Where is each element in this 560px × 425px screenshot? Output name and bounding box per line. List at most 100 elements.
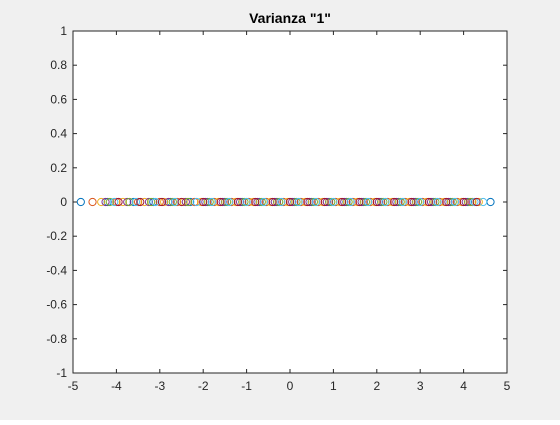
scatter-point [324, 197, 334, 207]
x-tick-label: -5 [68, 379, 79, 393]
scatter-point [457, 197, 466, 207]
axes-background [73, 31, 507, 373]
scatter-point [474, 197, 483, 207]
scatter-point [374, 197, 384, 207]
scatter-point [231, 197, 240, 207]
y-tick-label: -0.2 [46, 229, 67, 243]
scatter-point [225, 197, 234, 207]
scatter-point [327, 197, 336, 207]
scatter-point [433, 197, 442, 207]
scatter-point [472, 197, 481, 207]
scatter-point [214, 197, 223, 207]
scatter-point [448, 197, 457, 207]
scatter-point [266, 197, 275, 207]
x-tick-label: 0 [287, 379, 294, 393]
y-tick-label: 1 [60, 24, 67, 38]
scatter-point [394, 197, 403, 207]
scatter-point [431, 197, 440, 207]
scatter-point [196, 197, 206, 207]
scatter-point [398, 197, 407, 207]
scatter-point [359, 197, 368, 207]
y-tick-label: 0.4 [50, 127, 67, 141]
scatter-point [179, 197, 188, 207]
scatter-point [181, 197, 190, 207]
x-tick-label: -2 [198, 379, 209, 393]
scatter-point [101, 197, 110, 207]
scatter-point [283, 197, 292, 207]
scatter-point [303, 197, 312, 207]
scatter-point [112, 197, 121, 207]
scatter-point [361, 197, 371, 207]
scatter-point [435, 197, 444, 207]
y-tick-label: 0.8 [50, 58, 67, 72]
scatter-point [400, 197, 410, 207]
scatter-point [348, 197, 358, 207]
y-tick-label: 0.6 [50, 92, 67, 106]
scatter-point [346, 197, 355, 207]
scatter-point [426, 197, 436, 207]
scatter-point [270, 197, 279, 207]
scatter-point [392, 197, 401, 207]
chart-title: Varianza "1" [249, 10, 331, 26]
scatter-point [249, 197, 258, 207]
scatter-point [335, 197, 345, 207]
scatter-point [396, 197, 405, 207]
y-tick-label: -0.4 [46, 263, 67, 277]
scatter-point [272, 197, 282, 207]
scatter-point [452, 197, 462, 207]
scatter-point [222, 197, 232, 207]
scatter-point [259, 197, 269, 207]
scatter-point [125, 197, 134, 207]
scatter-point [168, 197, 177, 207]
scatter-point [207, 197, 216, 207]
y-tick-label: -0.6 [46, 298, 67, 312]
scatter-point [479, 197, 488, 207]
scatter-point [220, 197, 229, 207]
scatter-point [322, 197, 331, 207]
scatter-point [387, 197, 397, 207]
scatter-point [233, 197, 243, 207]
scatter-point [97, 197, 106, 207]
scatter-point [337, 197, 347, 207]
scatter-point [262, 197, 271, 207]
scatter-point [118, 197, 128, 207]
scatter-point [307, 197, 316, 207]
scatter-point [131, 197, 141, 207]
scatter-point [268, 197, 277, 207]
scatter-point [344, 197, 353, 207]
scatter-point [405, 197, 414, 207]
scatter-point [370, 197, 379, 207]
scatter-point [170, 197, 180, 207]
scatter-point [123, 197, 132, 207]
scatter-point [301, 197, 310, 207]
scatter-point [227, 197, 236, 207]
scatter-point [311, 197, 321, 207]
scatter-point [413, 197, 423, 207]
scatter-point [309, 197, 318, 207]
scatter-point [186, 197, 195, 207]
scatter-point [379, 197, 388, 207]
y-axis-ticks: 1 0.8 0.6 0.4 0.2 0 -0.2 -0.4 -0.6 -0.8 -1 [46, 24, 507, 380]
scatter-point [390, 197, 399, 207]
data-points [76, 197, 495, 207]
scatter-point [275, 197, 284, 207]
scatter-point [103, 197, 112, 207]
scatter-point [355, 197, 364, 207]
x-tick-label: 3 [417, 379, 424, 393]
scatter-point [439, 197, 449, 207]
scatter-point [136, 197, 145, 207]
scatter-point [76, 197, 85, 207]
x-tick-label: 5 [504, 379, 511, 393]
scatter-point [251, 197, 260, 207]
scatter-point [209, 197, 219, 207]
scatter-point [205, 197, 214, 207]
y-tick-label: 0 [60, 195, 67, 209]
scatter-point [459, 197, 468, 207]
scatter-point [290, 197, 299, 207]
scatter-point [372, 197, 381, 207]
x-axis-ticks: -5 -4 -3 -2 -1 0 1 2 3 4 5 [68, 31, 511, 393]
scatter-point [340, 197, 349, 207]
scatter-point [292, 197, 301, 207]
scatter-point [407, 197, 416, 207]
